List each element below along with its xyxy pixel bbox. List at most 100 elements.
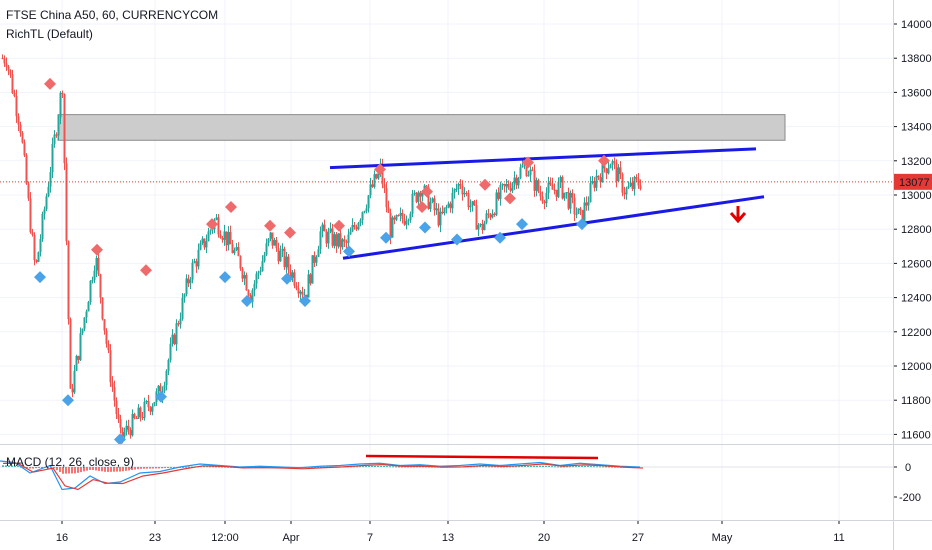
candle-body xyxy=(617,167,620,182)
price-axis[interactable]: 14000 13800 13600 13400 13200 13000 12800 12600… xyxy=(893,19,932,441)
candle-body xyxy=(187,278,190,284)
candle-body xyxy=(111,382,114,388)
macd-histogram-bar xyxy=(182,466,184,468)
candle-body xyxy=(325,231,328,244)
candle-body xyxy=(93,270,96,280)
candle-body xyxy=(59,92,62,118)
macd-divergence-line xyxy=(365,454,599,460)
macd-histogram-bar xyxy=(122,467,124,472)
candle-body xyxy=(181,297,184,319)
macd-histogram-bar xyxy=(203,466,205,468)
candle-body xyxy=(103,319,106,331)
candle-body xyxy=(315,256,318,263)
candle-body xyxy=(441,211,444,214)
candle-body xyxy=(287,256,290,270)
macd-histogram-bar xyxy=(11,465,13,467)
candle-body xyxy=(605,168,608,174)
macd-title[interactable]: MACD (12, 26, close, 9) xyxy=(6,455,135,469)
macd-histogram-bar xyxy=(35,467,37,469)
candle-body xyxy=(295,285,298,289)
candle-body xyxy=(281,248,284,251)
candle-body xyxy=(15,96,18,117)
candle-body xyxy=(557,181,560,197)
macd-histogram-bar xyxy=(143,467,145,469)
down-arrow-icon xyxy=(729,206,747,224)
candle-body xyxy=(387,207,390,214)
candle-body xyxy=(371,184,374,187)
candle-body xyxy=(495,192,498,215)
indicator-title[interactable]: RichTL (Default) xyxy=(6,27,93,41)
candle-body xyxy=(567,192,570,209)
candle-body xyxy=(105,330,108,344)
peak-marker xyxy=(91,243,103,256)
candle-body xyxy=(457,183,460,190)
candle-body xyxy=(79,333,82,360)
candle-body xyxy=(9,69,12,75)
candle-body xyxy=(345,241,348,243)
candle-body xyxy=(411,193,414,214)
candle-body xyxy=(183,294,186,298)
candle-body xyxy=(193,261,196,263)
candle-body xyxy=(413,192,416,194)
macd-histogram-bar xyxy=(551,466,553,468)
candle-body xyxy=(271,232,274,246)
macd-histogram-bar xyxy=(503,466,505,468)
candle-body xyxy=(5,63,8,67)
candle-body xyxy=(385,188,388,208)
macd-histogram-bar xyxy=(65,467,67,474)
macd-histogram-bar xyxy=(116,467,118,472)
time-tick-label: 12:00 xyxy=(211,532,239,544)
candle-body xyxy=(587,201,590,206)
candle-body xyxy=(141,417,144,419)
candle-body xyxy=(65,163,68,242)
peak-marker xyxy=(374,163,386,176)
candle-body xyxy=(109,350,112,383)
peak-marker xyxy=(598,154,610,167)
candle-body xyxy=(433,198,436,211)
trough-marker xyxy=(343,245,355,258)
candle-body xyxy=(329,228,332,232)
candle-body xyxy=(301,291,304,295)
trough-marker xyxy=(380,231,392,244)
candle-body xyxy=(131,413,134,436)
candle-body xyxy=(101,297,104,320)
macd-histogram-bar xyxy=(92,467,94,470)
candle-body xyxy=(99,274,102,298)
candle-body xyxy=(351,225,354,232)
candle-body xyxy=(429,201,432,209)
time-tick-label: 20 xyxy=(538,532,550,544)
candle-body xyxy=(207,231,210,242)
trough-marker xyxy=(419,221,431,234)
macd-histogram-bar xyxy=(584,465,586,467)
macd-histogram-bar xyxy=(152,467,154,469)
candle-body xyxy=(417,192,420,202)
candle-body xyxy=(205,241,208,248)
macd-histogram-bar xyxy=(611,466,613,468)
candle-body xyxy=(501,184,504,186)
macd-histogram-bar xyxy=(83,467,85,472)
candle-body xyxy=(73,370,76,393)
macd-histogram-bar xyxy=(32,467,34,469)
candle-body xyxy=(621,174,624,193)
candle-body xyxy=(615,162,618,182)
candle-body xyxy=(547,182,550,193)
price-tick-label: 12400 xyxy=(901,293,932,305)
peak-marker xyxy=(206,218,218,231)
candle-body xyxy=(317,249,320,257)
macd-histogram-bar xyxy=(389,466,391,468)
candle-body xyxy=(407,219,410,222)
time-axis[interactable]: 16 23 12:00 Apr 7 13 20 27 May 11 xyxy=(56,520,845,544)
swing-markers xyxy=(34,77,610,446)
macd-histogram-bar xyxy=(422,466,424,468)
candle-body xyxy=(219,234,222,239)
candle-body xyxy=(623,192,626,195)
candle-body xyxy=(19,124,22,133)
candle-body xyxy=(179,318,182,325)
macd-pane xyxy=(0,460,893,491)
candle-body xyxy=(593,181,596,188)
candle-body xyxy=(143,401,146,418)
candle-body xyxy=(361,212,364,221)
candle-body xyxy=(307,274,310,298)
candle-body xyxy=(319,231,322,250)
